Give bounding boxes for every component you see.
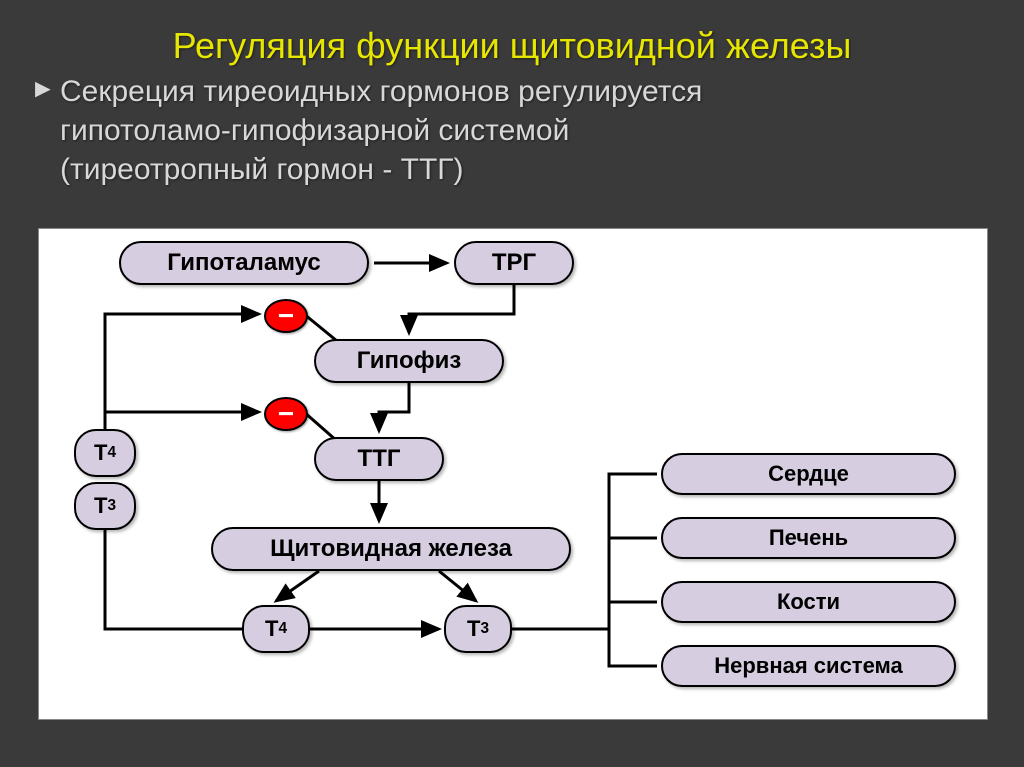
node-heart: Сердце [661, 453, 956, 495]
edge-branch-heart [609, 474, 657, 629]
subtitle-line-1: Секреция тиреоидных гормонов регулируетс… [60, 75, 702, 108]
node-trh: ТРГ [454, 241, 574, 285]
flowchart-diagram: Гипоталамус ТРГ Гипофиз ТТГ Щитовидная желез… [38, 228, 988, 720]
edge-t3out-organs [512, 629, 657, 666]
subtitle-line-2: гипотоламо-гипофизарной системой [60, 114, 569, 147]
minus-minus2: − [264, 397, 308, 431]
edge-trh-pituitary [409, 285, 514, 333]
minus-minus1: − [264, 299, 308, 333]
node-pituitary: Гипофиз [314, 339, 504, 383]
subtitle-line-3: (тиреотропный гормон - ТТГ) [60, 153, 464, 186]
edge-feedback-minus1 [105, 314, 259, 429]
node-t4small: Т4 [74, 429, 136, 477]
edge-thyroid-t3out [439, 571, 476, 601]
edge-minus1-pituitary [304, 314, 337, 341]
node-bones: Кости [661, 581, 956, 623]
edge-thyroid-t4out [276, 571, 319, 601]
edge-pituitary-tsh [379, 383, 409, 431]
node-t3small: Т3 [74, 482, 136, 530]
subtitle: Секреция тиреоидных гормонов регулируетс… [0, 67, 1024, 189]
node-hypothalamus: Гипоталамус [119, 241, 369, 285]
node-t4out: Т4 [242, 605, 310, 653]
slide-title: Регуляция функции щитовидной железы [0, 0, 1024, 67]
node-nervous: Нервная система [661, 645, 956, 687]
node-tsh: ТТГ [314, 437, 444, 481]
node-thyroid: Щитовидная железа [211, 527, 571, 571]
node-liver: Печень [661, 517, 956, 559]
bullet-glyph: ► [30, 73, 56, 104]
node-t3out: Т3 [444, 605, 512, 653]
